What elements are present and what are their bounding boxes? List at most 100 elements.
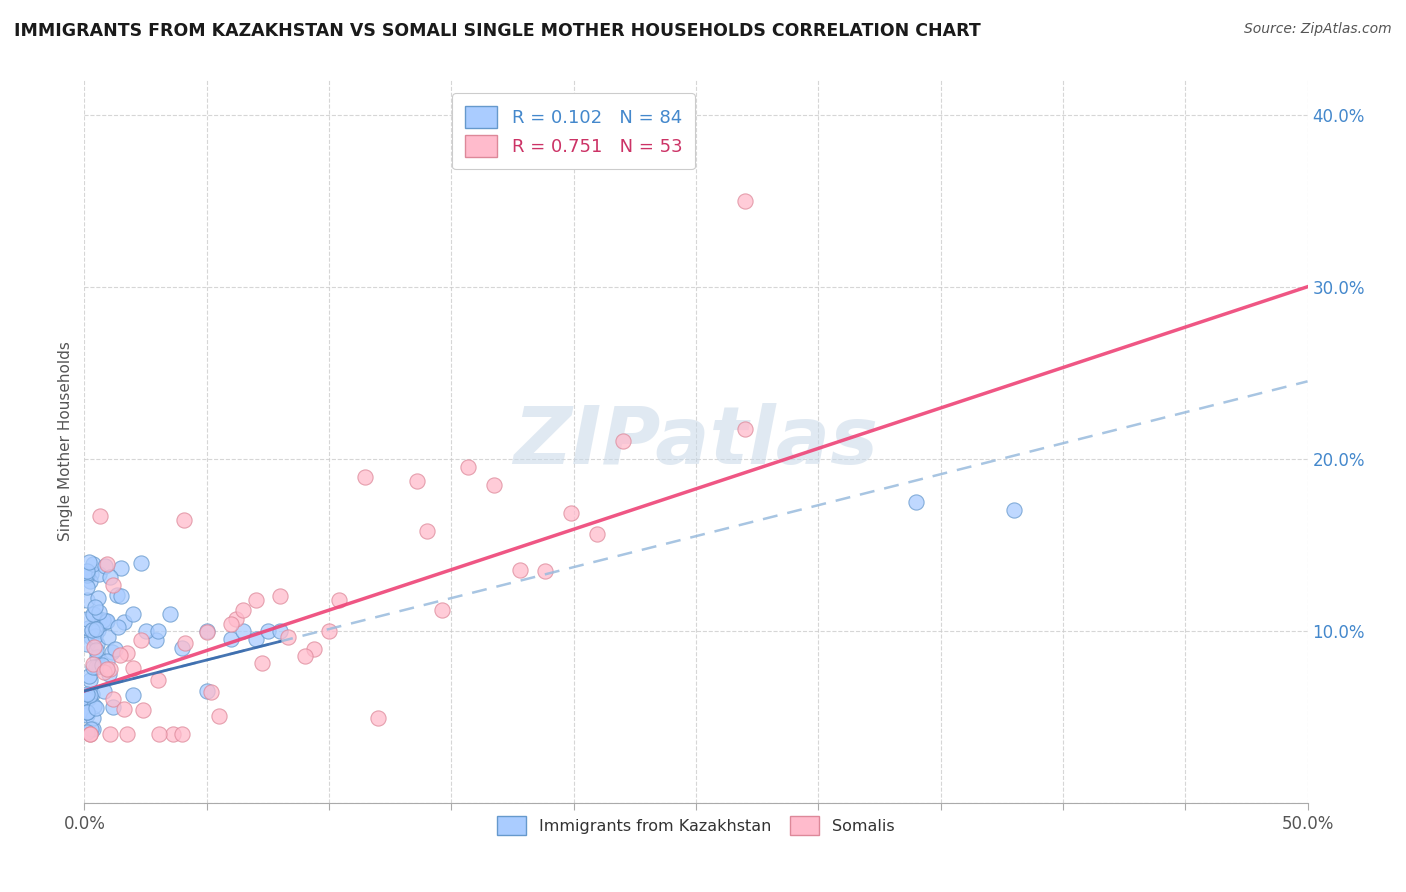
Point [82, 657, 104, 671]
Legend: Immigrants from Kazakhstan, Somalis: Immigrants from Kazakhstan, Somalis [491, 810, 901, 842]
Point [110, 561, 132, 575]
Point [89, 566, 111, 581]
Point [82, 607, 104, 621]
Point [245, 592, 267, 607]
Point [367, 711, 389, 725]
Point [84, 620, 107, 634]
Point [83, 629, 105, 643]
Point [93, 665, 115, 679]
Point [79, 574, 101, 589]
Point [122, 607, 145, 621]
Point [482, 477, 505, 491]
Point [103, 700, 125, 714]
Point [98, 570, 121, 584]
Point [83, 640, 105, 654]
Point [80, 687, 103, 701]
Point [93, 558, 115, 573]
Point [77, 690, 100, 705]
Text: ZIPatlas: ZIPatlas [513, 402, 879, 481]
Point [76, 568, 98, 582]
Point [76, 637, 98, 651]
Point [89, 659, 111, 673]
Point [318, 624, 340, 638]
Point [328, 593, 350, 607]
Point [585, 527, 607, 541]
Point [96, 654, 118, 668]
Point [294, 648, 316, 663]
Point [76, 580, 98, 594]
Point [94, 614, 117, 628]
Point [245, 632, 267, 647]
Point [93, 683, 115, 698]
Point [534, 565, 557, 579]
Point [122, 688, 145, 702]
Point [86, 650, 108, 665]
Point [172, 640, 194, 655]
Point [76, 705, 98, 719]
Point [219, 616, 242, 631]
Point [96, 614, 118, 628]
Point [87, 591, 110, 605]
Point [405, 474, 427, 488]
Point [195, 683, 218, 698]
Point [269, 589, 291, 603]
Point [145, 632, 167, 647]
Point [104, 641, 127, 656]
Text: Source: ZipAtlas.com: Source: ZipAtlas.com [1244, 22, 1392, 37]
Point [101, 692, 124, 706]
Point [432, 603, 454, 617]
Point [162, 727, 184, 741]
Point [734, 194, 756, 208]
Point [76, 705, 98, 719]
Point [146, 673, 169, 687]
Point [79, 727, 101, 741]
Point [905, 494, 928, 508]
Point [97, 630, 120, 644]
Point [195, 624, 218, 638]
Point [115, 727, 138, 741]
Point [83, 699, 105, 714]
Point [77, 668, 100, 682]
Text: IMMIGRANTS FROM KAZAKHSTAN VS SOMALI SINGLE MOTHER HOUSEHOLDS CORRELATION CHART: IMMIGRANTS FROM KAZAKHSTAN VS SOMALI SIN… [14, 22, 981, 40]
Point [132, 703, 155, 717]
Point [96, 662, 118, 676]
Point [112, 615, 135, 630]
Point [173, 636, 195, 650]
Point [79, 566, 101, 581]
Point [86, 642, 108, 657]
Point [89, 508, 111, 523]
Point [86, 637, 108, 651]
Point [80, 630, 103, 644]
Point [98, 667, 121, 681]
Point [112, 702, 135, 716]
Point [457, 459, 479, 474]
Point [82, 711, 104, 725]
Point [612, 434, 634, 449]
Point [84, 599, 107, 614]
Point [509, 563, 531, 577]
Point [101, 645, 124, 659]
Point [354, 469, 377, 483]
Point [269, 624, 291, 638]
Point [76, 592, 98, 607]
Point [148, 727, 170, 741]
Point [82, 660, 104, 674]
Point [560, 506, 582, 520]
Point [80, 722, 103, 736]
Point [79, 673, 101, 687]
Point [98, 662, 121, 676]
Point [1002, 503, 1025, 517]
Point [82, 722, 104, 736]
Point [76, 691, 98, 706]
Point [250, 656, 273, 670]
Point [82, 557, 104, 571]
Point [84, 660, 107, 674]
Point [129, 633, 152, 648]
Point [76, 707, 98, 722]
Point [302, 642, 325, 657]
Point [103, 577, 125, 591]
Point [93, 613, 115, 627]
Point [76, 724, 98, 739]
Point [91, 657, 114, 672]
Point [83, 607, 105, 621]
